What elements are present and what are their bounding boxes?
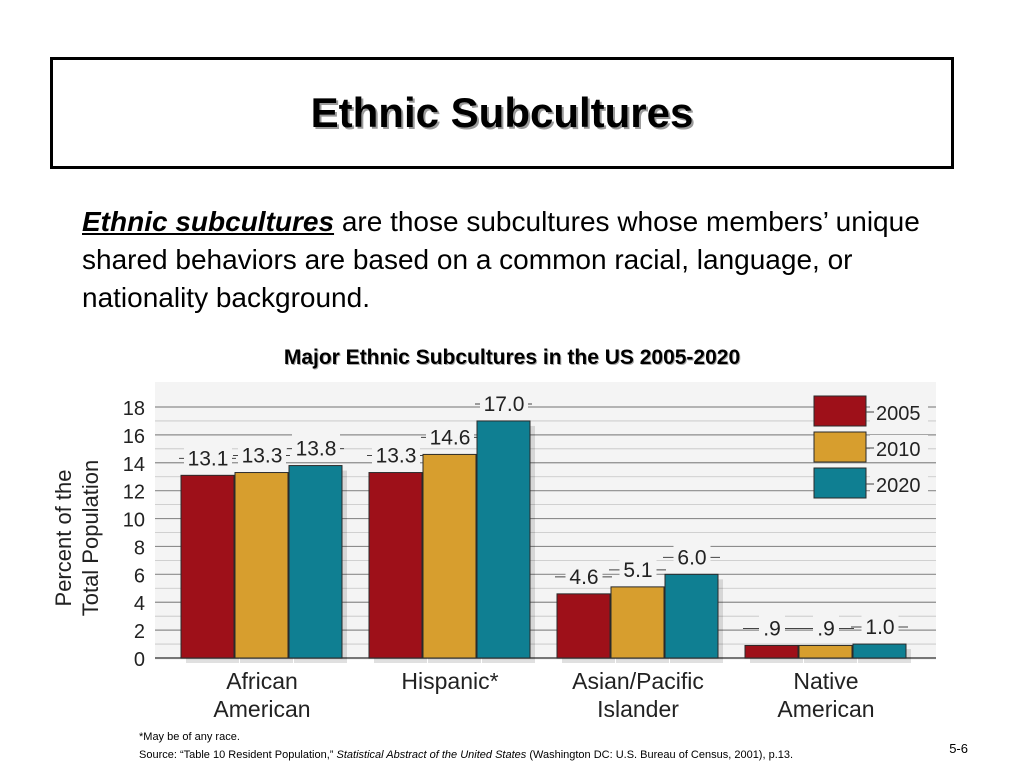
page-number: 5-6 [949,741,968,756]
legend-backdrop [870,471,928,497]
y-tick-label: 18 [123,398,145,420]
label-backdrop [184,443,232,468]
intro-term: Ethnic subcultures [82,206,335,237]
y-tick-label: 8 [134,537,145,559]
source-title: Statistical Abstract of the United State… [336,749,527,761]
intro-text: are those subcultures whose members’ uni… [82,206,920,313]
label-backdrop [480,388,528,413]
legend-swatch [813,431,867,463]
label-backdrop [673,542,711,567]
y-tick-label: 0 [134,649,145,671]
y-tick-label: 16 [123,426,145,448]
bar [288,465,343,659]
legend-label: 2020 [876,475,921,497]
legend-label: 2010 [876,439,921,461]
bar-value-label: 5.1 [623,559,652,582]
legend-backdrop [870,435,928,461]
label-backdrop [813,613,839,638]
bar-value-label: 13.8 [296,438,337,461]
category-label: Islander [597,696,679,722]
label-backdrop [426,422,474,447]
label-backdrop [759,613,785,638]
legend-label: 2005 [876,403,921,425]
label-backdrop [861,612,899,637]
bar-value-label: 13.3 [376,445,417,468]
category-label: Native [793,668,858,694]
label-backdrop [238,440,286,465]
y-axis-title: Total Population [78,460,103,617]
bar [180,474,235,659]
y-tick-label: 6 [134,565,145,587]
bar [798,644,853,659]
label-backdrop [565,561,603,586]
title-box: Ethnic Subcultures [50,57,954,169]
bar-value-label: 14.6 [430,426,471,449]
bar [556,593,611,659]
source-citation: Source: “Table 10 Resident Population,” … [139,749,793,761]
bar-chart: 0 2 4 6 8 10 12 14 16 18 Percent of the Total Popul… [51,382,936,722]
bar [422,453,477,659]
bar [234,472,289,659]
legend-swatch [813,395,867,427]
label-backdrop [292,433,340,458]
label-backdrop [372,440,420,465]
category-label: African [226,668,298,694]
y-axis-title: Percent of the [51,470,76,607]
bar-value-label: 13.3 [242,445,283,468]
source-suffix: (Washington DC: U.S. Bureau of Census, 2… [526,749,794,761]
category-label: Asian/Pacific [572,668,704,694]
legend-backdrop [870,399,928,425]
source-prefix: Source: “Table 10 Resident Population,” [139,749,337,761]
category-label: Hispanic* [401,668,498,694]
bar-value-label: .9 [763,617,781,640]
category-label: American [213,696,310,722]
bar [610,586,665,659]
category-label: American [777,696,874,722]
slide-title: Ethnic Subcultures [310,89,694,136]
bar [664,573,719,659]
label-backdrop [619,554,657,579]
bar [744,644,799,659]
bar-value-label: .9 [817,617,835,640]
y-tick-label: 12 [123,482,145,504]
y-tick-label: 2 [134,621,145,643]
bar-value-label: 17.0 [484,393,525,416]
bar-value-label: 4.6 [569,566,598,589]
legend-swatch [813,467,867,499]
y-tick-label: 4 [134,593,145,615]
bar [368,472,423,659]
bar-value-label: 1.0 [865,616,894,639]
bar [852,643,907,659]
chart-title: Major Ethnic Subcultures in the US 2005-… [283,346,741,369]
y-tick-label: 10 [123,510,145,532]
bar-value-label: 6.0 [677,546,706,569]
y-tick-label: 14 [123,454,145,476]
footnote: *May be of any race. [139,731,240,743]
bar [476,420,531,659]
intro-paragraph: Ethnic subcultures are those subcultures… [82,203,962,317]
bar-value-label: 13.1 [188,447,229,470]
